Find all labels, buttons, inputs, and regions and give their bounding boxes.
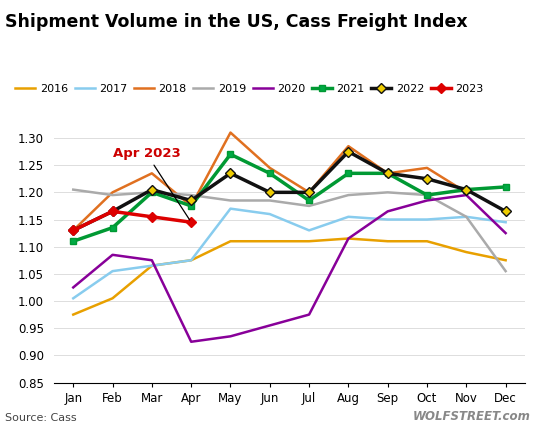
Text: WOLFSTREET.com: WOLFSTREET.com xyxy=(413,410,531,423)
Text: Apr 2023: Apr 2023 xyxy=(113,147,190,220)
Legend: 2016, 2017, 2018, 2019, 2020, 2021, 2022, 2023: 2016, 2017, 2018, 2019, 2020, 2021, 2022… xyxy=(11,80,488,99)
Text: Source: Cass: Source: Cass xyxy=(5,413,77,423)
Text: Shipment Volume in the US, Cass Freight Index: Shipment Volume in the US, Cass Freight … xyxy=(5,13,468,31)
